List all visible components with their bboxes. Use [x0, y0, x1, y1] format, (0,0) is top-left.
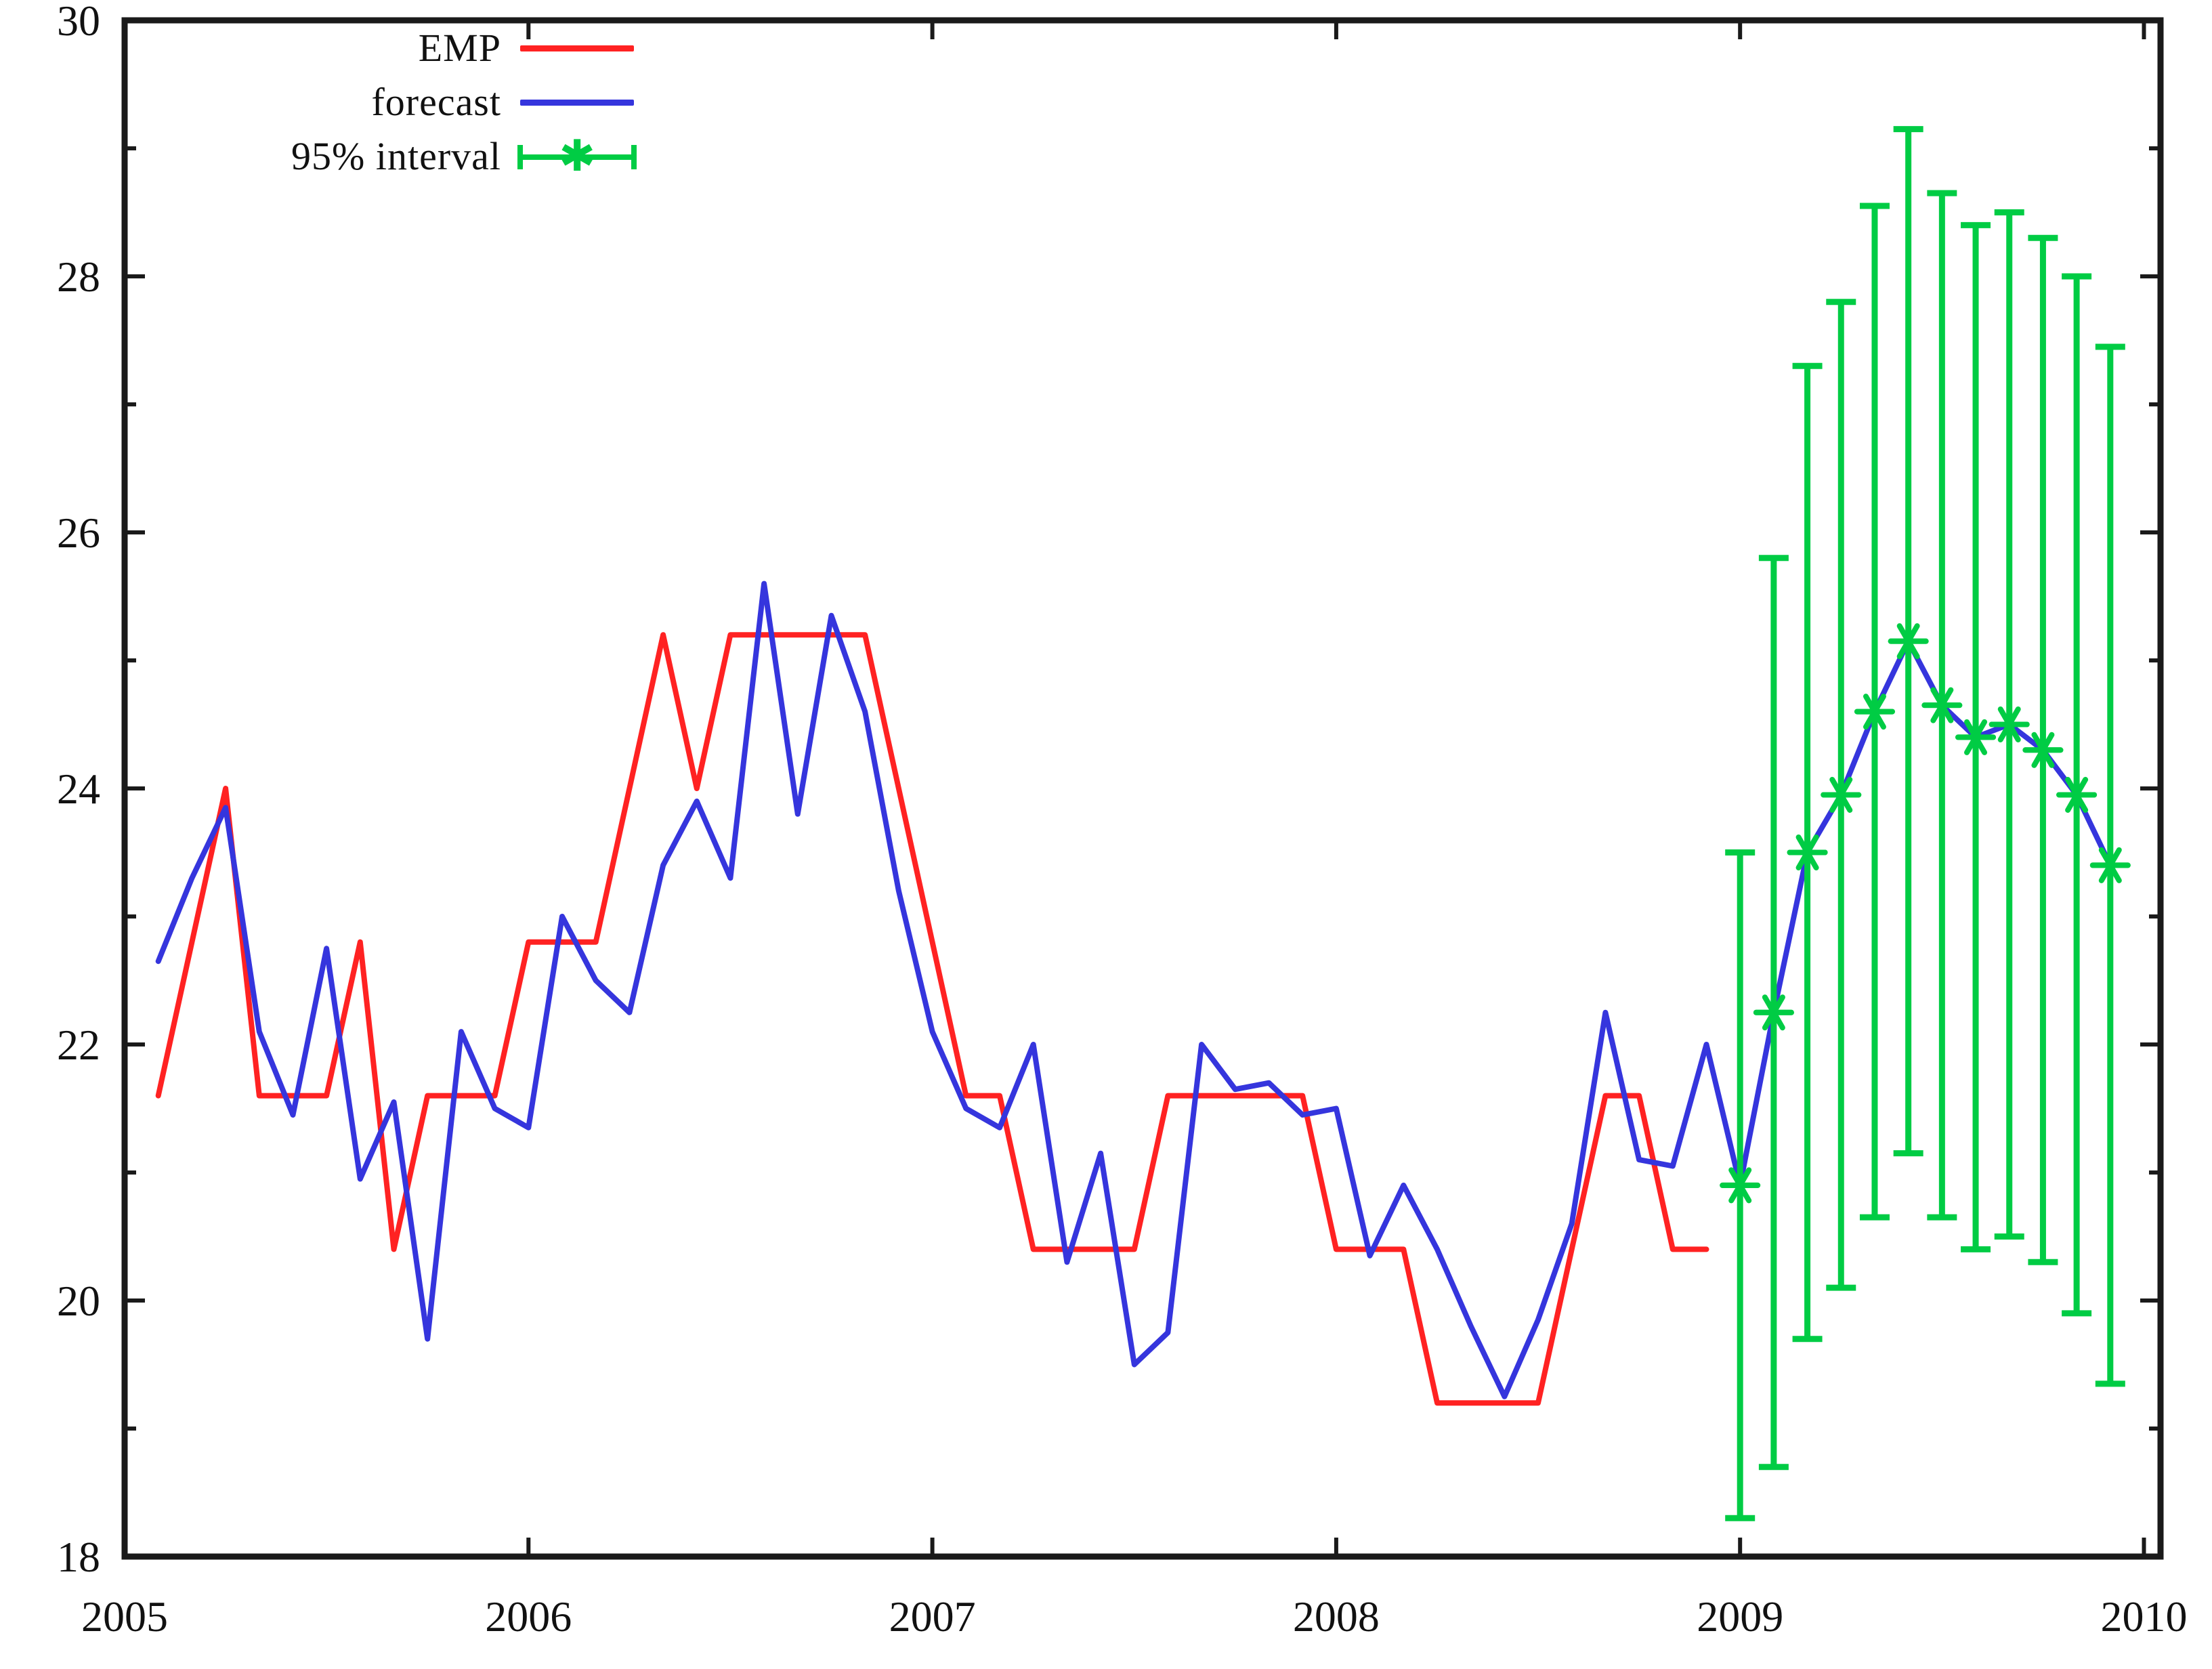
- interval-errorbar: [1888, 126, 1929, 1157]
- interval-errorbar: [1854, 203, 1895, 1221]
- interval-errorbars: [1720, 126, 2131, 1521]
- interval-errorbar: [1988, 209, 2030, 1240]
- legend: EMP forecast 95% interval ✱: [163, 26, 638, 179]
- legend-label-interval: 95% interval: [291, 134, 501, 178]
- interval-errorbar: [1720, 849, 1761, 1521]
- emp-line: [155, 632, 1709, 1406]
- x-axis-tick-label: 2007: [889, 1592, 976, 1641]
- y-axis-tick-label: 28: [57, 253, 100, 301]
- x-axis-tick-label: 2010: [2101, 1592, 2188, 1641]
- interval-errorbar: [2056, 273, 2098, 1317]
- interval-errorbar: [1955, 221, 1997, 1252]
- x-axis-tick-label: 2009: [1697, 1592, 1783, 1641]
- y-axis-tick-label: 26: [57, 509, 100, 557]
- legend-line-sample-emp: [516, 26, 638, 70]
- interval-errorbar: [1921, 190, 1963, 1221]
- legend-label-forecast: forecast: [371, 80, 501, 124]
- x-axis-tick-label: 2005: [81, 1592, 168, 1641]
- legend-errorbar-sample: ✱: [516, 134, 638, 179]
- interval-errorbar: [1787, 362, 1828, 1343]
- tick-labels: 18 20 22 24 26 28 30 2005 2006 2007 2008 2009 2010: [57, 0, 2188, 1641]
- x-axis-tick-label: 2006: [485, 1592, 572, 1641]
- y-axis-tick-label: 30: [57, 0, 100, 45]
- interval-errorbar: [2022, 234, 2064, 1265]
- y-axis-tick-label: 22: [57, 1021, 100, 1069]
- interval-errorbar: [1753, 555, 1794, 1471]
- forecast-line: [155, 580, 2113, 1399]
- legend-line-sample-forecast: [516, 80, 638, 125]
- x-axis-tick-label: 2008: [1293, 1592, 1380, 1641]
- legend-label-emp: EMP: [418, 26, 501, 70]
- interval-errorbar: [2089, 343, 2131, 1387]
- y-axis-tick-label: 24: [57, 765, 100, 813]
- y-axis-tick-label: 20: [57, 1277, 100, 1325]
- series-lines: [155, 580, 2113, 1406]
- interval-errorbar: [1821, 299, 1862, 1291]
- legend-item-forecast: forecast: [163, 80, 638, 125]
- y-axis-tick-label: 18: [57, 1533, 100, 1581]
- legend-item-interval: 95% interval ✱: [163, 134, 638, 179]
- axes: [121, 17, 2164, 1560]
- legend-item-emp: EMP: [163, 26, 638, 70]
